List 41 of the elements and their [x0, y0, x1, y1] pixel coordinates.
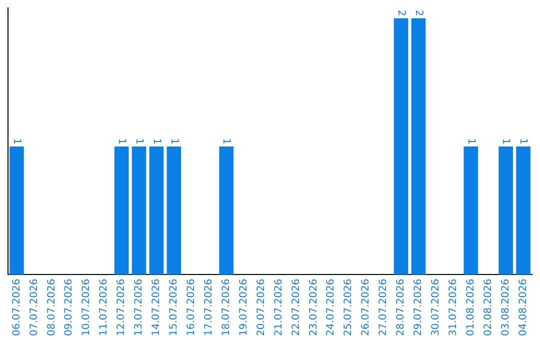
data-label: 2: [395, 10, 406, 16]
x-tick-label: 17.07.2026: [203, 278, 214, 336]
x-tick-label: 08.07.2026: [46, 278, 58, 336]
data-label: 1: [116, 138, 127, 145]
x-tick-label: 07.07.2026: [28, 278, 40, 336]
data-label: 1: [220, 138, 232, 145]
x-tick-label: 01.08.2026: [465, 278, 476, 336]
x-tick-label: 23.07.2026: [308, 278, 320, 336]
x-tick-label: 16.07.2026: [186, 278, 197, 336]
x-tick-label: 19.07.2026: [238, 278, 250, 336]
x-tick-label: 28.07.2026: [396, 278, 407, 336]
x-tick-label: 06.07.2026: [11, 278, 22, 336]
x-tick-label: 03.08.2026: [500, 278, 512, 336]
x-tick-label: 26.07.2026: [360, 278, 372, 336]
x-tick-label: 30.07.2026: [430, 278, 442, 336]
x-tick-label: 04.08.2026: [518, 278, 529, 336]
x-tick-label: 29.07.2026: [413, 278, 424, 336]
x-tick-label: 13.07.2026: [134, 278, 145, 336]
x-tick-label: 09.07.2026: [64, 278, 75, 336]
x-tick-label: 27.07.2026: [378, 278, 390, 336]
x-tick-label: 02.08.2026: [482, 278, 494, 336]
data-label: 1: [11, 138, 22, 145]
data-label: 1: [133, 138, 144, 145]
data-label: 1: [465, 138, 476, 145]
x-tick-label: 22.07.2026: [290, 278, 302, 336]
x-tick-label: 21.07.2026: [273, 278, 284, 336]
data-label: 2: [412, 10, 424, 16]
x-tick-label: 31.07.2026: [448, 278, 459, 336]
x-tick-label: 12.07.2026: [116, 278, 128, 336]
data-label: 1: [500, 138, 512, 145]
x-tick-label: 24.07.2026: [326, 278, 337, 336]
x-tick-label: 14.07.2026: [151, 278, 162, 336]
x-tick-label: 11.07.2026: [98, 278, 110, 336]
x-tick-label: 15.07.2026: [168, 278, 180, 336]
x-tick-label: 18.07.2026: [220, 278, 232, 336]
x-tick-label: 10.07.2026: [81, 278, 92, 336]
data-label: 1: [150, 138, 162, 145]
x-tick-label: 25.07.2026: [343, 278, 354, 336]
data-label: 1: [518, 138, 529, 145]
data-label: 1: [168, 138, 180, 145]
x-tick-label: 20.07.2026: [256, 278, 267, 336]
